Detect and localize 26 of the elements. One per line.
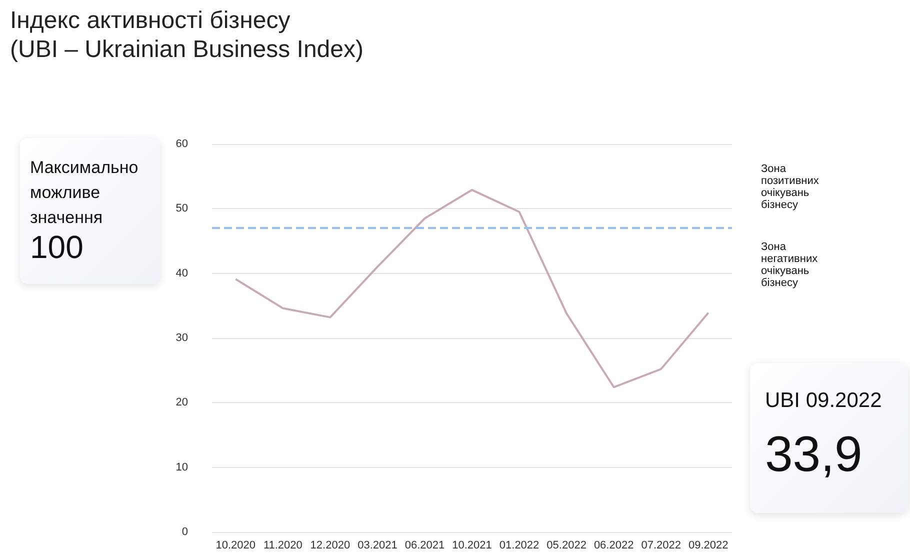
- x-tick-label: 01.2022: [499, 540, 540, 552]
- line-series: [234, 188, 710, 388]
- y-tick-label: 40: [176, 267, 188, 280]
- y-tick-label: 0: [182, 526, 188, 538]
- text: Максимально можливе значення: [30, 157, 140, 229]
- x-tick-label: 05.2022: [546, 540, 586, 552]
- text: 33,9: [765, 425, 862, 483]
- chart-title: Індекс активності бізнесу (UBI – Ukrainian Business Index): [10, 6, 364, 64]
- x-tick-label: 06.2021: [404, 540, 445, 552]
- x-tick-label: 09.2022: [688, 540, 728, 552]
- x-tick-label: 07.2022: [641, 540, 681, 552]
- y-tick-label: 50: [176, 202, 188, 215]
- x-tick-label: 10.2021: [452, 540, 492, 552]
- y-tick-label: 60: [176, 138, 188, 150]
- y-tick-label: 10: [176, 461, 188, 474]
- text: Зона негативних очікувань бізнесу: [761, 241, 819, 289]
- text: UBI 09.2022: [765, 388, 882, 414]
- y-tick-label: 20: [176, 396, 188, 409]
- x-tick-label: 06.2022: [594, 540, 634, 552]
- x-tick-label: 12.2020: [310, 540, 350, 552]
- text: Зона позитивних очікувань бізнесу: [761, 163, 820, 211]
- text: 100: [30, 228, 84, 266]
- y-tick-label: 30: [176, 332, 188, 344]
- x-tick-label: 11.2020: [263, 540, 302, 552]
- x-tick-label: 10.2020: [216, 540, 256, 552]
- x-tick-label: 03.2021: [358, 540, 398, 552]
